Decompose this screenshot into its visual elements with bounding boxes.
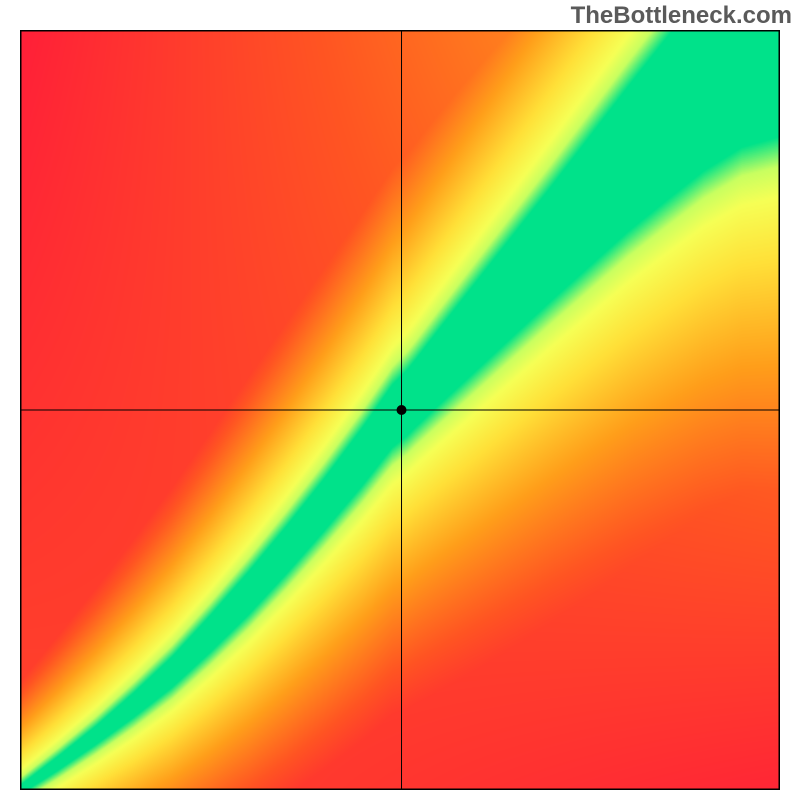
chart-container: TheBottleneck.com [0,0,800,800]
overlay-svg [20,30,780,790]
crosshair-marker [397,405,407,415]
watermark-text: TheBottleneck.com [571,2,792,30]
